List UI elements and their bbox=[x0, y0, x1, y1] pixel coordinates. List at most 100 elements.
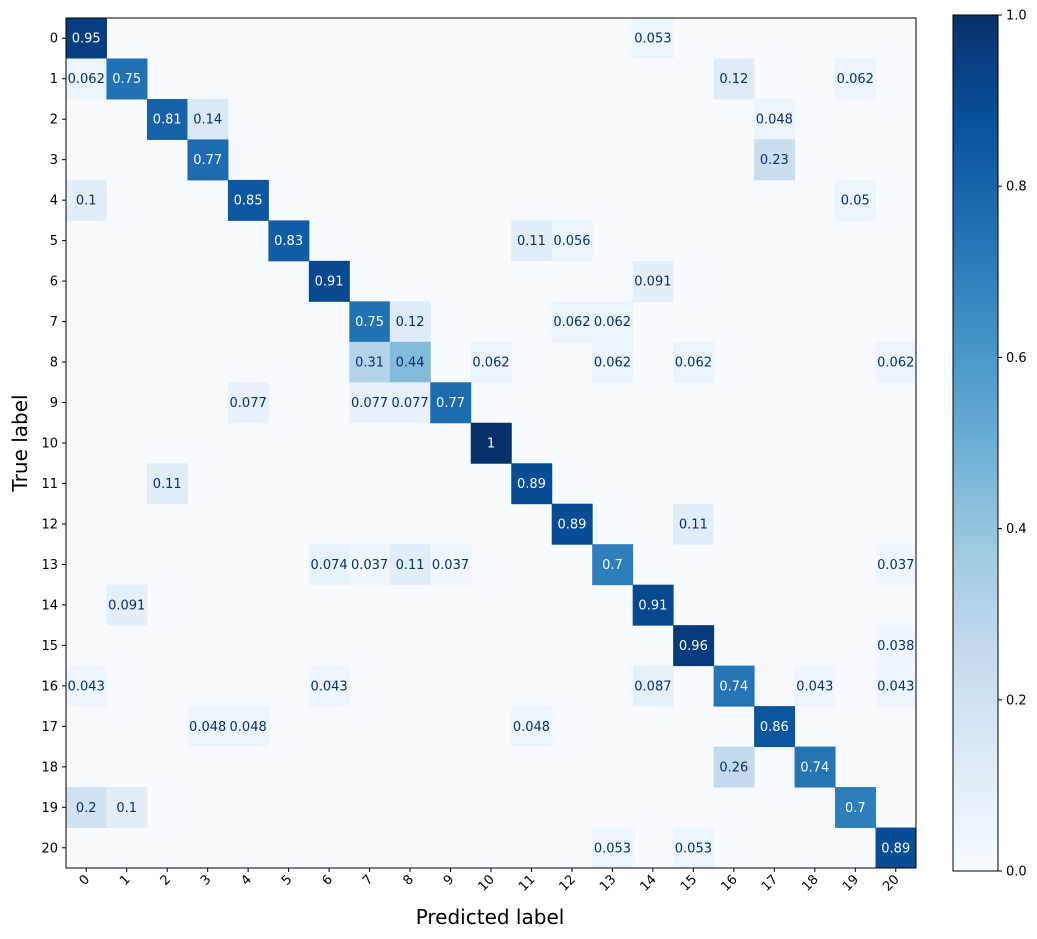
cell-value-label: 0.89 bbox=[557, 517, 586, 532]
heatmap-cell bbox=[268, 220, 310, 262]
y-tick-label: 17 bbox=[41, 720, 58, 735]
cell-value-label: 1 bbox=[487, 437, 495, 452]
heatmap-cell bbox=[713, 665, 755, 707]
heatmap-cell bbox=[389, 544, 431, 586]
heatmap-cell bbox=[227, 382, 269, 424]
heatmap-cell bbox=[389, 341, 431, 383]
x-tick-label: 11 bbox=[516, 872, 538, 894]
x-axis-ticks: 0 1 2 3 4 5 6 7 8 9 10 11 12 13 14 15 16 17 18 19 20 bbox=[77, 868, 903, 895]
heatmap-cell bbox=[146, 98, 188, 140]
heatmap-cell bbox=[875, 544, 917, 586]
heatmap-cell bbox=[794, 746, 836, 788]
cell-value-label: 0.89 bbox=[881, 841, 910, 856]
colorbar-tick-label: 0.0 bbox=[1006, 865, 1027, 880]
cell-value-label: 0.087 bbox=[634, 679, 671, 694]
cell-value-label: 0.053 bbox=[594, 841, 631, 856]
cell-value-label: 0.062 bbox=[594, 315, 631, 330]
cell-value-label: 0.31 bbox=[355, 356, 384, 371]
heatmap-cell bbox=[349, 544, 391, 586]
cell-value-label: 0.062 bbox=[594, 356, 631, 371]
y-tick-label: 12 bbox=[41, 517, 58, 532]
y-tick-label: 14 bbox=[41, 598, 58, 613]
heatmap-cell bbox=[875, 341, 917, 383]
cell-value-label: 0.077 bbox=[391, 396, 428, 411]
heatmap-cell bbox=[106, 58, 148, 100]
cell-value-label: 0.26 bbox=[719, 760, 748, 775]
y-tick-label: 11 bbox=[41, 477, 58, 492]
colorbar-tick-label: 0.2 bbox=[1006, 693, 1027, 708]
heatmap-cell bbox=[430, 544, 472, 586]
colorbar-tick-label: 1.0 bbox=[1006, 9, 1027, 24]
y-tick-label: 13 bbox=[41, 558, 58, 573]
y-axis-title: True label bbox=[8, 394, 32, 492]
y-tick-label: 5 bbox=[50, 234, 58, 249]
heatmap-cell bbox=[713, 746, 755, 788]
heatmap-cell bbox=[511, 220, 553, 262]
y-tick-label: 2 bbox=[50, 113, 58, 128]
heatmap-cell bbox=[754, 98, 796, 140]
heatmap-cell bbox=[106, 787, 148, 829]
cell-value-label: 0.062 bbox=[675, 356, 712, 371]
cell-value-label: 0.062 bbox=[553, 315, 590, 330]
cell-value-label: 0.062 bbox=[877, 356, 914, 371]
cell-value-label: 0.043 bbox=[877, 679, 914, 694]
x-tick-label: 15 bbox=[678, 872, 700, 894]
y-tick-label: 10 bbox=[41, 437, 58, 452]
y-tick-label: 9 bbox=[50, 396, 58, 411]
heatmap-cell bbox=[875, 625, 917, 667]
heatmap-cell bbox=[308, 260, 350, 302]
heatmap-cell bbox=[66, 179, 107, 221]
y-tick-label: 3 bbox=[50, 153, 58, 168]
heatmap-cell bbox=[106, 584, 148, 626]
heatmap-cell bbox=[227, 706, 269, 748]
x-tick-label: 2 bbox=[158, 872, 174, 888]
heatmap-cell bbox=[632, 584, 674, 626]
heatmap-cell bbox=[389, 301, 431, 343]
cell-value-label: 0.043 bbox=[796, 679, 833, 694]
cell-value-label: 0.11 bbox=[396, 558, 425, 573]
cell-value-label: 0.1 bbox=[116, 801, 137, 816]
cell-value-label: 0.11 bbox=[517, 234, 546, 249]
cell-value-label: 0.037 bbox=[351, 558, 388, 573]
cell-value-label: 0.048 bbox=[189, 720, 226, 735]
cell-value-label: 0.048 bbox=[756, 113, 793, 128]
heatmap-cell bbox=[470, 422, 512, 464]
x-tick-label: 3 bbox=[198, 872, 214, 888]
colorbar-tick-label: 0.6 bbox=[1006, 351, 1027, 366]
cell-value-label: 0.96 bbox=[679, 639, 708, 654]
x-tick-label: 0 bbox=[77, 872, 93, 888]
heatmap-cell bbox=[551, 503, 593, 545]
y-tick-label: 20 bbox=[41, 841, 58, 856]
cell-value-label: 0.05 bbox=[841, 194, 870, 209]
cell-value-label: 0.062 bbox=[472, 356, 509, 371]
cell-value-label: 0.74 bbox=[800, 760, 829, 775]
cell-value-label: 0.037 bbox=[877, 558, 914, 573]
heatmap-cell bbox=[551, 220, 593, 262]
cell-value-label: 0.053 bbox=[675, 841, 712, 856]
heatmap-cell bbox=[875, 665, 917, 707]
heatmap-cell bbox=[349, 341, 391, 383]
colorbar-tick-label: 0.8 bbox=[1006, 180, 1027, 195]
cell-value-label: 0.037 bbox=[432, 558, 469, 573]
x-tick-label: 6 bbox=[319, 872, 335, 888]
heatmap-cell bbox=[754, 139, 796, 181]
heatmap-cell bbox=[632, 18, 674, 59]
heatmap-cell bbox=[632, 260, 674, 302]
cell-value-label: 0.14 bbox=[193, 113, 222, 128]
heatmap-cell bbox=[551, 301, 593, 343]
heatmap-cell bbox=[673, 827, 715, 869]
cell-value-label: 0.12 bbox=[719, 72, 748, 87]
heatmap-cell bbox=[308, 665, 350, 707]
heatmap-cell bbox=[835, 58, 877, 100]
x-tick-label: 16 bbox=[718, 872, 740, 894]
cell-value-label: 0.86 bbox=[760, 720, 789, 735]
heatmap-cell bbox=[66, 58, 107, 100]
cell-value-label: 0.77 bbox=[436, 396, 465, 411]
heatmap-cell bbox=[308, 544, 350, 586]
cell-value-label: 0.95 bbox=[72, 32, 101, 47]
colorbar-tick-label: 0.4 bbox=[1006, 522, 1027, 537]
cell-value-label: 0.091 bbox=[634, 275, 671, 290]
x-tick-label: 7 bbox=[360, 872, 376, 888]
cell-value-label: 0.077 bbox=[351, 396, 388, 411]
